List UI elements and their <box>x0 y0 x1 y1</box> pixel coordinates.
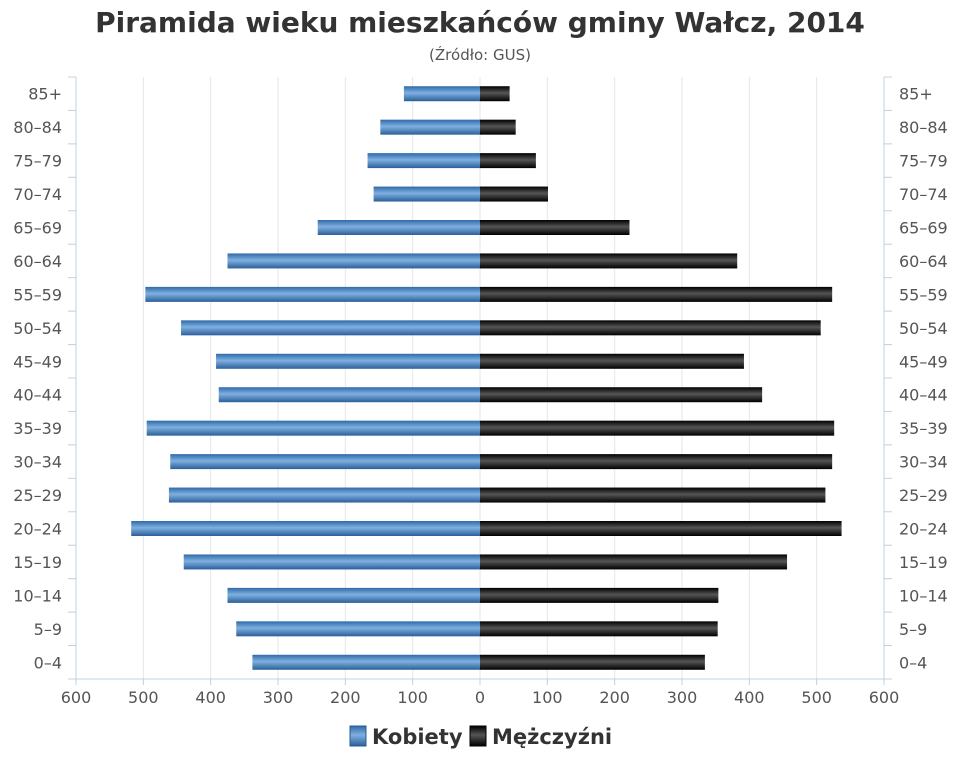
bar-mezczyzni[interactable] <box>480 220 630 235</box>
bar-kobiety[interactable] <box>170 454 480 470</box>
x-axis-labels: 600 500 400 300 200 100 0 100 200 300 400 500 600 <box>61 688 900 707</box>
bar-mezczyzni[interactable] <box>480 654 705 670</box>
bar-mezczyzni[interactable] <box>480 621 718 637</box>
bar-kobiety[interactable] <box>227 587 481 603</box>
axes <box>68 76 892 685</box>
y-tick-label-left: 80–84 <box>13 118 62 137</box>
bar-mezczyzni[interactable] <box>480 420 835 436</box>
y-tick-label-left: 30–34 <box>13 453 62 472</box>
legend[interactable]: Kobiety Mężczyźni <box>349 725 612 749</box>
x-tick-label: 100 <box>397 688 428 707</box>
bar-kobiety[interactable] <box>216 353 480 369</box>
bar-mezczyzni[interactable] <box>480 320 821 336</box>
bar-kobiety[interactable] <box>380 119 480 135</box>
bar-kobiety[interactable] <box>218 387 480 403</box>
bar-kobiety[interactable] <box>236 621 480 637</box>
x-tick-label: 200 <box>599 688 630 707</box>
bar-mezczyzni[interactable] <box>480 286 833 302</box>
y-tick-label-right: 0–4 <box>899 653 927 672</box>
y-tick-label-left: 0–4 <box>34 653 62 672</box>
bar-mezczyzni[interactable] <box>480 454 833 470</box>
bar-kobiety[interactable] <box>183 554 480 570</box>
bar-kobiety[interactable] <box>373 186 480 202</box>
bar-mezczyzni[interactable] <box>480 387 763 403</box>
y-tick-label-right: 40–44 <box>899 386 948 405</box>
y-tick-label-right: 20–24 <box>899 520 948 539</box>
legend-label-kobiety[interactable]: Kobiety <box>372 725 463 749</box>
y-tick-label-right: 25–29 <box>899 486 948 505</box>
y-tick-label-left: 75–79 <box>13 152 62 171</box>
x-tick-label: 600 <box>869 688 900 707</box>
bar-mezczyzni[interactable] <box>480 521 842 536</box>
y-tick-label-right: 75–79 <box>899 152 948 171</box>
bar-mezczyzni[interactable] <box>480 253 738 269</box>
x-tick-label: 600 <box>61 688 92 707</box>
bar-mezczyzni[interactable] <box>480 487 826 503</box>
y-tick-label-right: 60–64 <box>899 252 948 271</box>
y-tick-label-left: 85+ <box>28 85 62 104</box>
y-tick-label-left: 45–49 <box>13 352 62 371</box>
bar-mezczyzni[interactable] <box>480 554 788 570</box>
x-tick-label: 200 <box>330 688 361 707</box>
bar-mezczyzni[interactable] <box>480 119 516 135</box>
y-tick-label-left: 65–69 <box>13 219 62 238</box>
y-tick-label-left: 10–14 <box>13 586 62 605</box>
legend-label-mezczyzni[interactable]: Mężczyźni <box>492 725 612 749</box>
y-tick-label-right: 10–14 <box>899 586 948 605</box>
x-tick-label: 500 <box>128 688 159 707</box>
legend-swatch-mezczyzni <box>469 725 487 747</box>
y-tick-label-right: 35–39 <box>899 419 948 438</box>
x-tick-label: 500 <box>801 688 832 707</box>
y-tick-label-left: 35–39 <box>13 419 62 438</box>
y-tick-label-right: 80–84 <box>899 118 948 137</box>
y-axis-labels: 0–4 0–4 5–9 5–9 10–14 10–14 15–19 15–19 20–24 20–… <box>13 85 947 673</box>
x-tick-label: 300 <box>667 688 698 707</box>
y-tick-label-left: 15–19 <box>13 553 62 572</box>
y-tick-label-left: 50–54 <box>13 319 62 338</box>
bar-kobiety[interactable] <box>403 86 480 102</box>
bar-kobiety[interactable] <box>227 253 481 269</box>
y-tick-label-right: 15–19 <box>899 553 948 572</box>
chart-title: Piramida wieku mieszkańców gminy Wałcz, … <box>95 6 865 39</box>
bar-kobiety[interactable] <box>131 521 481 536</box>
bars <box>131 86 842 670</box>
x-tick-label: 400 <box>195 688 226 707</box>
bar-kobiety[interactable] <box>145 286 480 302</box>
bar-mezczyzni[interactable] <box>480 86 510 102</box>
y-tick-label-left: 40–44 <box>13 386 62 405</box>
bar-mezczyzni[interactable] <box>480 353 744 369</box>
y-tick-label-right: 5–9 <box>899 620 927 639</box>
bar-kobiety[interactable] <box>181 320 481 336</box>
y-tick-label-right: 70–74 <box>899 185 948 204</box>
bar-mezczyzni[interactable] <box>480 186 549 202</box>
bar-kobiety[interactable] <box>317 220 480 235</box>
y-tick-label-right: 30–34 <box>899 453 948 472</box>
y-tick-label-left: 20–24 <box>13 520 62 539</box>
bar-kobiety[interactable] <box>367 153 480 169</box>
y-tick-label-left: 5–9 <box>34 620 62 639</box>
y-tick-label-left: 70–74 <box>13 185 62 204</box>
x-tick-label: 400 <box>734 688 765 707</box>
x-tick-label: 0 <box>475 688 485 707</box>
bar-kobiety[interactable] <box>252 654 480 670</box>
bar-kobiety[interactable] <box>146 420 480 436</box>
y-tick-label-left: 25–29 <box>13 486 62 505</box>
x-tick-label: 300 <box>263 688 294 707</box>
x-tick-label: 100 <box>532 688 563 707</box>
y-tick-label-left: 55–59 <box>13 285 62 304</box>
y-tick-label-right: 55–59 <box>899 285 948 304</box>
y-tick-label-left: 60–64 <box>13 252 62 271</box>
bar-mezczyzni[interactable] <box>480 587 719 603</box>
chart-subtitle: (Źródło: GUS) <box>429 45 531 64</box>
y-tick-label-right: 65–69 <box>899 219 948 238</box>
y-tick-label-right: 85+ <box>899 85 933 104</box>
y-tick-label-right: 45–49 <box>899 352 948 371</box>
bar-mezczyzni[interactable] <box>480 153 536 169</box>
bar-kobiety[interactable] <box>168 487 481 503</box>
y-tick-label-right: 50–54 <box>899 319 948 338</box>
legend-swatch-kobiety <box>349 725 367 747</box>
